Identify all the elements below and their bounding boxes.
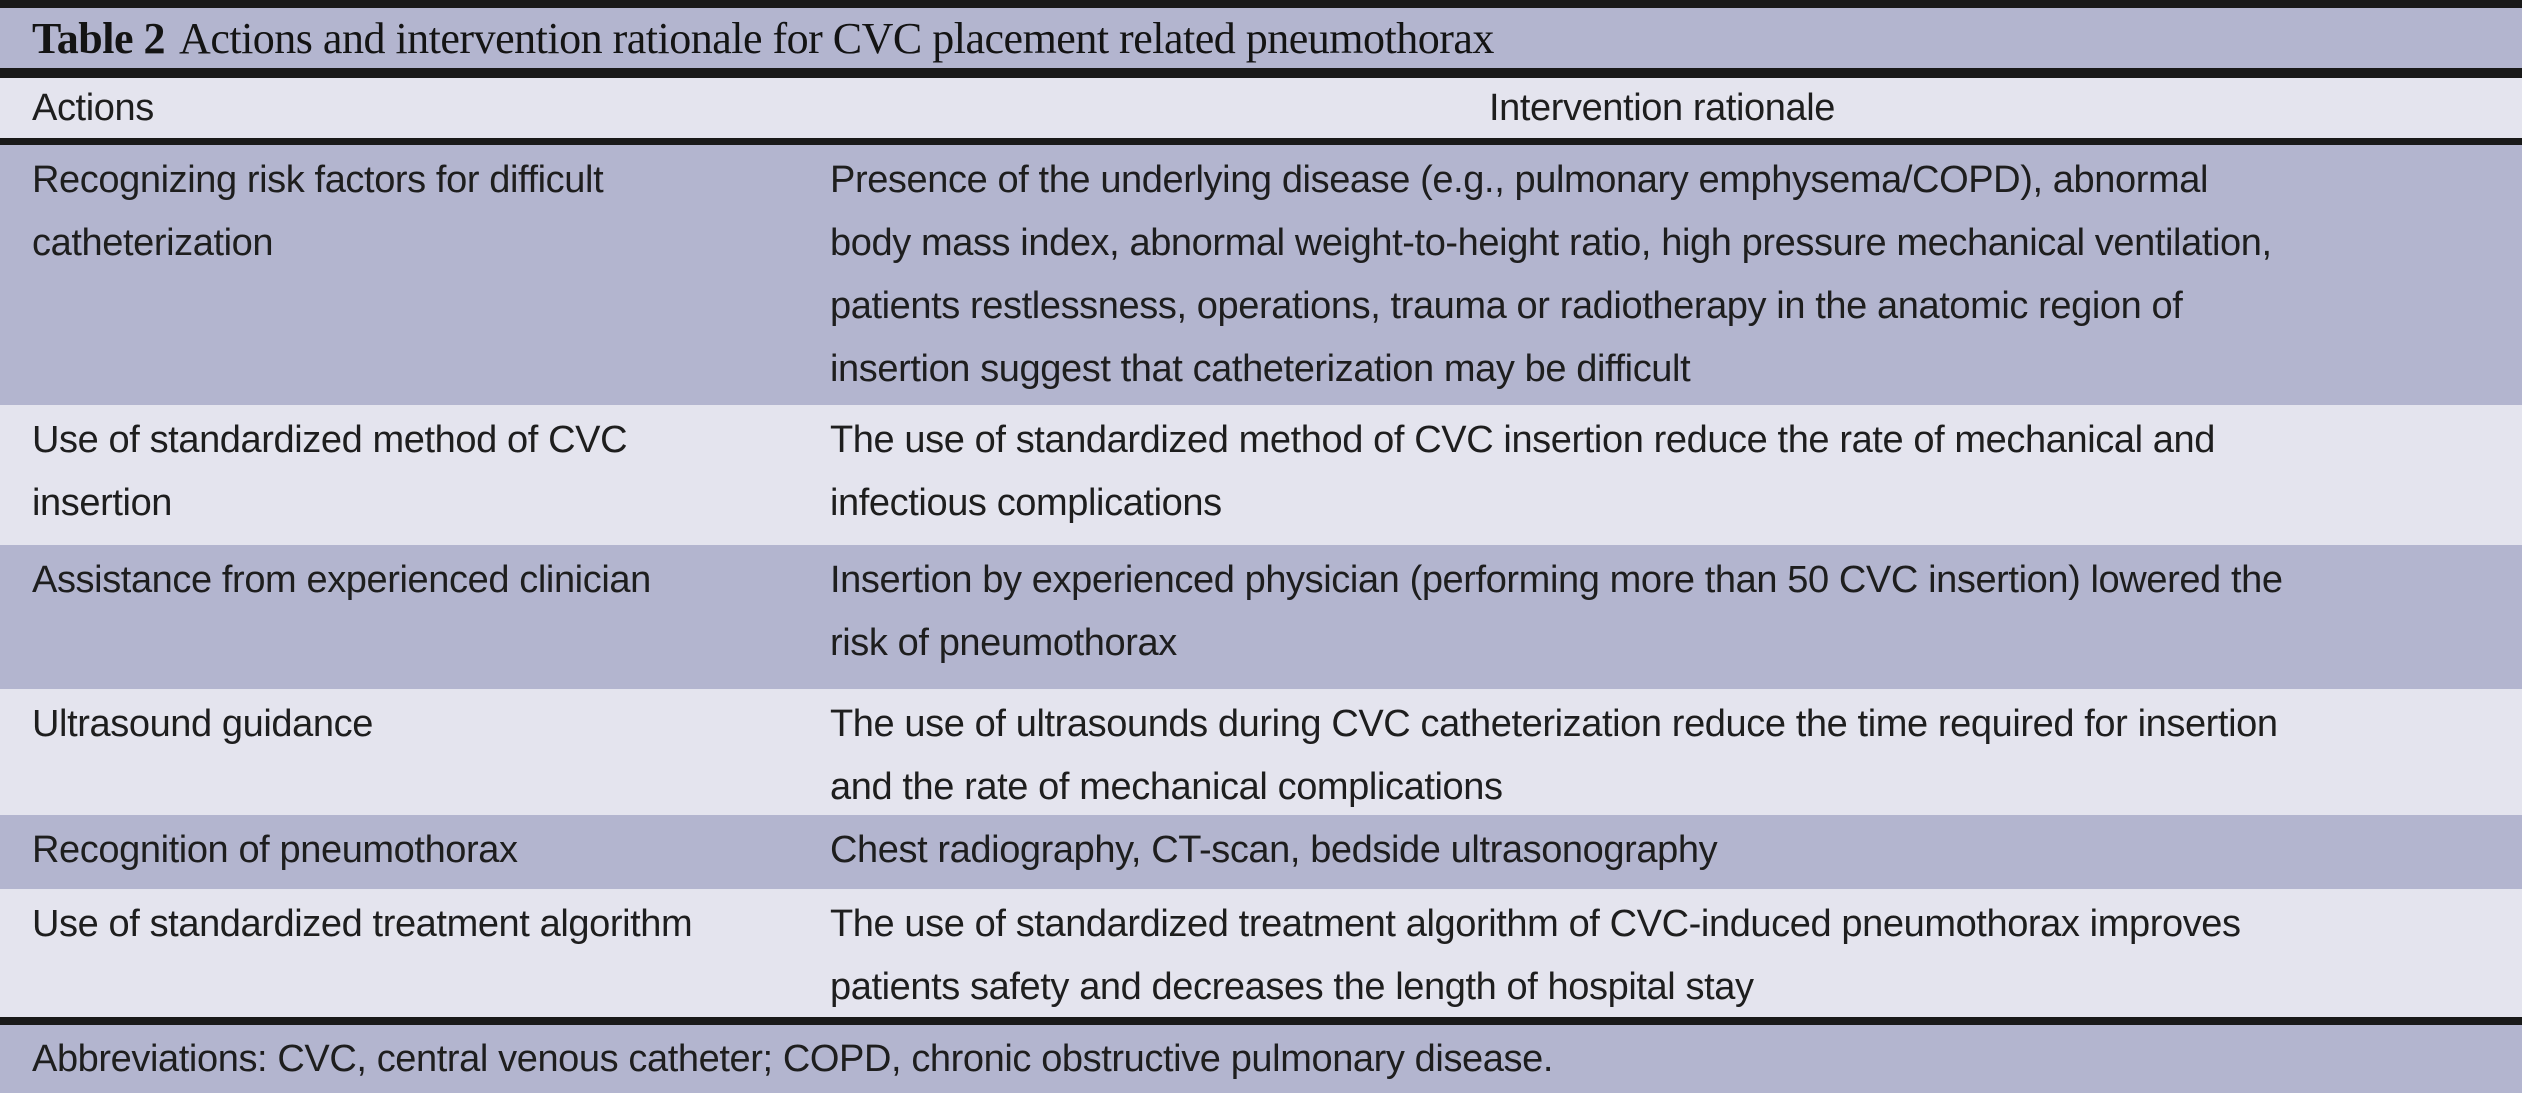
column-header-rationale: Intervention rationale	[1488, 86, 1836, 129]
column-header-actions: Actions	[32, 86, 154, 129]
footnote-divider-rule	[0, 1017, 2522, 1025]
action-cell: Recognition of pneumothorax	[32, 829, 518, 871]
table-row-experienced-clinician: Assistance from experienced clinician In…	[0, 545, 2522, 689]
rationale-cell: Presence of the underlying disease (e.g.…	[830, 159, 2272, 390]
action-cell: Ultrasound guidance	[32, 703, 373, 745]
action-cell: Use of standardized method of CVC insert…	[32, 419, 628, 524]
action-cell: Recognizing risk factors for difficult c…	[32, 159, 604, 264]
rationale-cell: The use of standardized treatment algori…	[830, 903, 2241, 1008]
rationale-cell: The use of standardized method of CVC in…	[830, 419, 2215, 524]
table-number-label: Table 2	[32, 13, 166, 63]
table-row-ultrasound-guidance: Ultrasound guidance The use of ultrasoun…	[0, 689, 2522, 815]
table-row-risk-factors: Recognizing risk factors for difficult c…	[0, 145, 2522, 405]
rationale-cell: The use of ultrasounds during CVC cathet…	[830, 703, 2278, 808]
action-cell: Assistance from experienced clinician	[32, 559, 651, 601]
table-row-recognition: Recognition of pneumothorax Chest radiog…	[0, 815, 2522, 889]
action-cell: Use of standardized treatment algorithm	[32, 903, 693, 945]
title-divider-rule	[0, 68, 2522, 78]
rationale-cell: Insertion by experienced physician (perf…	[830, 559, 2283, 664]
rationale-cell: Chest radiography, CT-scan, bedside ultr…	[830, 829, 1718, 871]
table-title-text: Actions and intervention rationale for C…	[179, 13, 1494, 63]
abbreviations-footnote: Abbreviations: CVC, central venous cathe…	[32, 1037, 1554, 1080]
table-title-bar: Table 2 Actions and intervention rationa…	[0, 8, 2522, 68]
footnote-bar: Abbreviations: CVC, central venous cathe…	[0, 1025, 2522, 1093]
table-row-treatment-algorithm: Use of standardized treatment algorithm …	[0, 889, 2522, 1017]
column-header-row: Actions Intervention rationale	[0, 78, 2522, 138]
header-divider-rule	[0, 138, 2522, 145]
top-rule	[0, 0, 2522, 8]
table-row-standardized-method: Use of standardized method of CVC insert…	[0, 405, 2522, 545]
